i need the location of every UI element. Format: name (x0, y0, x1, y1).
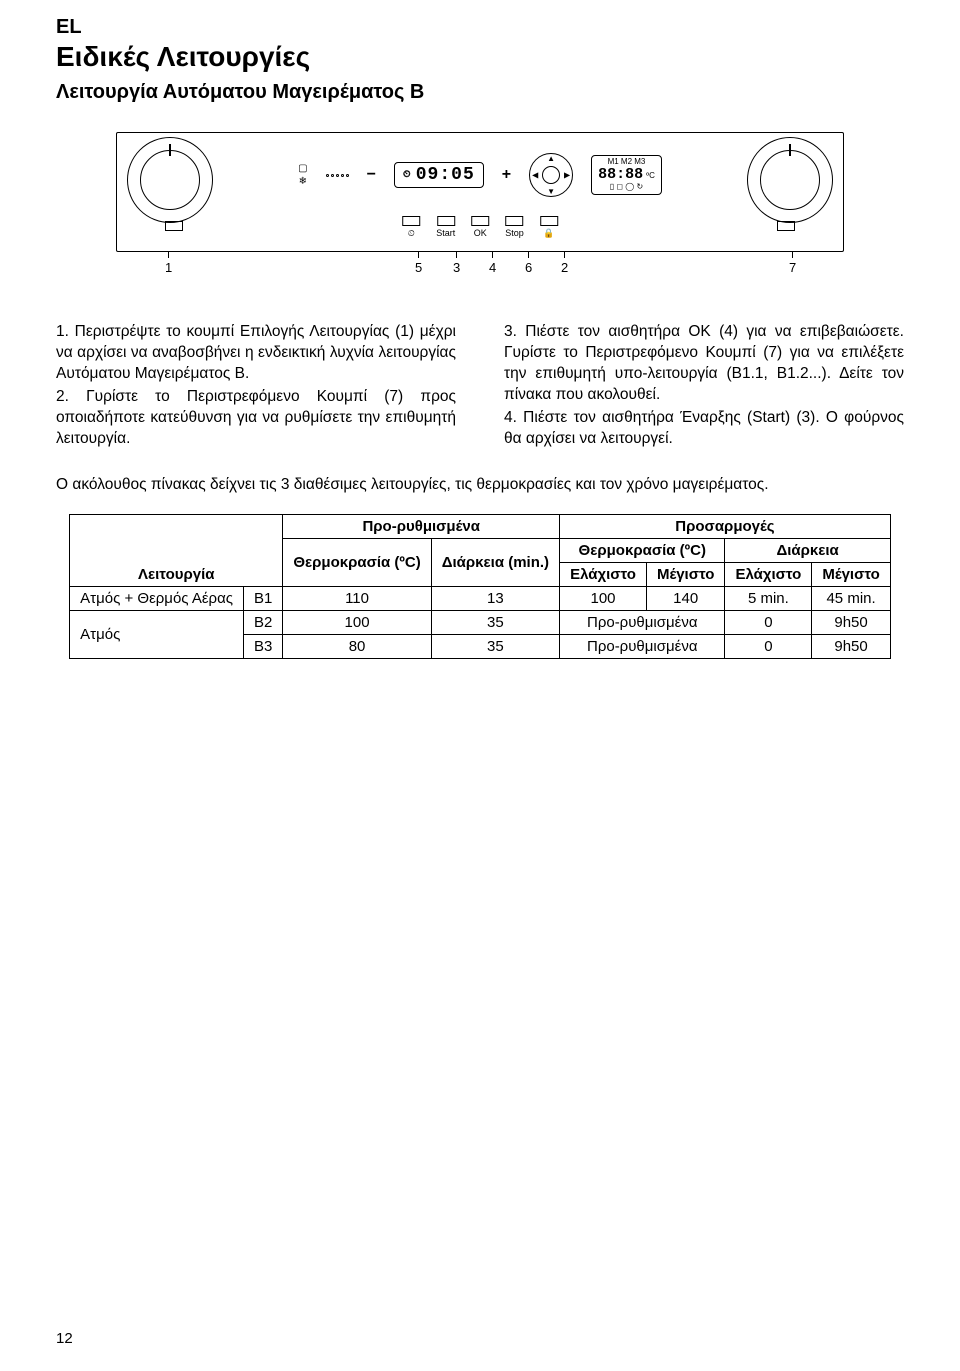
indicator-dots (326, 174, 349, 177)
callout-numbers: 1 5 3 4 6 2 7 (116, 258, 844, 282)
functions-table: Λειτουργία Προ-ρυθμισμένα Προσαρμογές Θε… (69, 514, 891, 659)
status-display: M1 M2 M3 88:88 ºC ▯ ◻ ◯ ↻ (591, 155, 662, 195)
page-number: 12 (56, 1330, 73, 1347)
plus-icon: + (502, 166, 511, 184)
rotary-knob (747, 137, 833, 223)
table-intro: Ο ακόλουθος πίνακας δείχνει τις 3 διαθέσ… (56, 476, 904, 494)
center-buttons: ⏲ Start OK Stop 🔒 (402, 216, 558, 239)
page-subtitle: Λειτουργία Αυτόματου Μαγειρέματος B (56, 81, 904, 104)
page-title: Ειδικές Λειτουργίες (56, 41, 904, 73)
right-slot-button (777, 221, 795, 231)
stop-label: Stop (505, 228, 524, 238)
function-knob (127, 137, 213, 223)
timer-display: ⏲ 09:05 (394, 162, 484, 188)
instructions-right: 3. Πιέστε τον αισθητήρα OK (4) για να επ… (504, 322, 904, 452)
ok-label: OK (474, 228, 487, 238)
mode-icons: ▢ ❄ (298, 163, 307, 187)
language-code: EL (56, 16, 904, 39)
minus-icon: − (367, 166, 376, 184)
control-panel-diagram: ▢ ❄ − ⏲ 09:05 + ▲▼ ◀▶ M1 M2 M3 88:88 ºC … (116, 132, 844, 252)
start-label: Start (436, 228, 455, 238)
left-slot-button (165, 221, 183, 231)
direction-pad: ▲▼ ◀▶ (529, 153, 573, 197)
instructions-left: 1. Περιστρέψτε το κουμπί Επιλογής Λειτου… (56, 322, 456, 452)
